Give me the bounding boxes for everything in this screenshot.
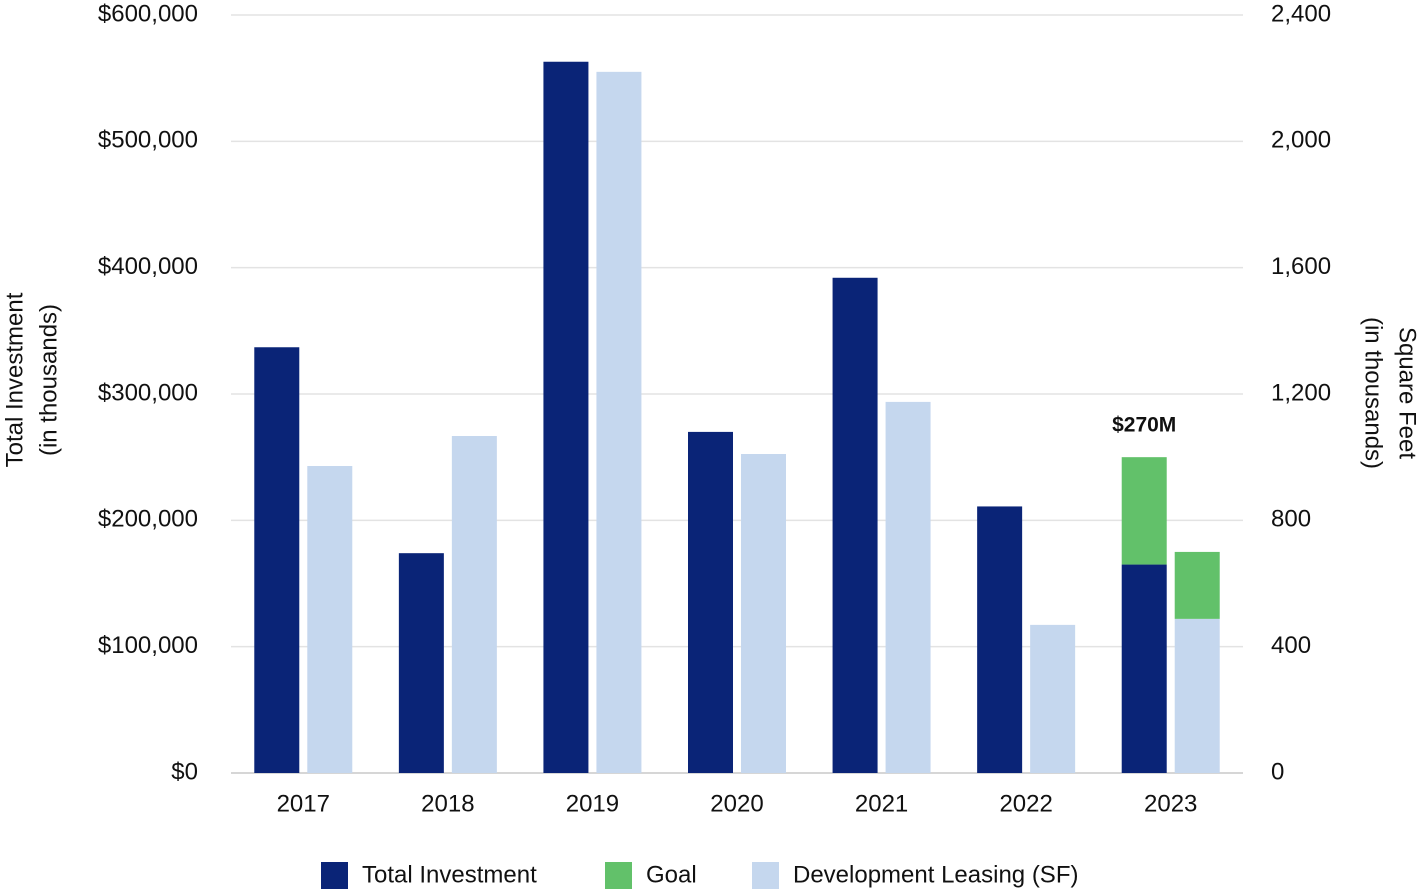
legend-swatch bbox=[605, 862, 632, 889]
leasing-bar bbox=[451, 436, 497, 773]
y-tick-label: $200,000 bbox=[98, 506, 198, 533]
legend-label: Development Leasing (SF) bbox=[793, 861, 1078, 888]
y2-axis-title: (in thousands) bbox=[1360, 317, 1387, 469]
y2-tick-label: 800 bbox=[1271, 506, 1311, 533]
y2-axis-title: Square Feet bbox=[1394, 327, 1421, 459]
legend-swatch bbox=[752, 862, 779, 889]
y2-tick-label: 0 bbox=[1271, 758, 1284, 785]
goal-bar bbox=[1174, 551, 1220, 619]
investment-bar bbox=[977, 506, 1023, 773]
legend-swatch bbox=[321, 862, 348, 889]
y-axis-title: (in thousands) bbox=[35, 304, 62, 456]
y-tick-label: $600,000 bbox=[98, 0, 198, 27]
x-tick-label: 2023 bbox=[1144, 790, 1197, 817]
legend-label: Total Investment bbox=[362, 861, 537, 888]
x-tick-label: 2020 bbox=[710, 790, 763, 817]
investment-bar bbox=[254, 347, 300, 773]
investment-bar bbox=[688, 431, 733, 773]
leasing-bar bbox=[1174, 618, 1220, 773]
y2-tick-label: 2,400 bbox=[1271, 0, 1331, 27]
leasing-bar bbox=[307, 466, 353, 773]
y-axis-title: Total Investment bbox=[1, 292, 28, 467]
x-tick-label: 2022 bbox=[999, 790, 1052, 817]
investment-bar bbox=[543, 61, 589, 773]
annotation: $270M bbox=[1112, 414, 1176, 437]
investment-bar bbox=[1121, 564, 1167, 773]
x-tick-label: 2019 bbox=[566, 790, 619, 817]
leasing-bar bbox=[1030, 624, 1076, 773]
y-tick-label: $300,000 bbox=[98, 379, 198, 406]
y2-tick-label: 400 bbox=[1271, 632, 1311, 659]
leasing-bar bbox=[596, 71, 642, 774]
legend-label: Goal bbox=[646, 861, 697, 888]
x-tick-label: 2018 bbox=[421, 790, 474, 817]
investment-bar bbox=[398, 553, 444, 773]
y-tick-label: $0 bbox=[171, 758, 198, 785]
y-tick-label: $100,000 bbox=[98, 632, 198, 659]
investment-bar bbox=[832, 277, 878, 773]
y-tick-label: $400,000 bbox=[98, 253, 198, 280]
y2-tick-label: 1,600 bbox=[1271, 253, 1331, 280]
y2-tick-label: 2,000 bbox=[1271, 127, 1331, 154]
goal-bar bbox=[1121, 457, 1167, 565]
leasing-bar bbox=[885, 401, 931, 773]
x-tick-label: 2021 bbox=[855, 790, 908, 817]
leasing-bar bbox=[741, 454, 786, 773]
y2-tick-label: 1,200 bbox=[1271, 379, 1331, 406]
y-tick-label: $500,000 bbox=[98, 127, 198, 154]
x-tick-label: 2017 bbox=[277, 790, 330, 817]
